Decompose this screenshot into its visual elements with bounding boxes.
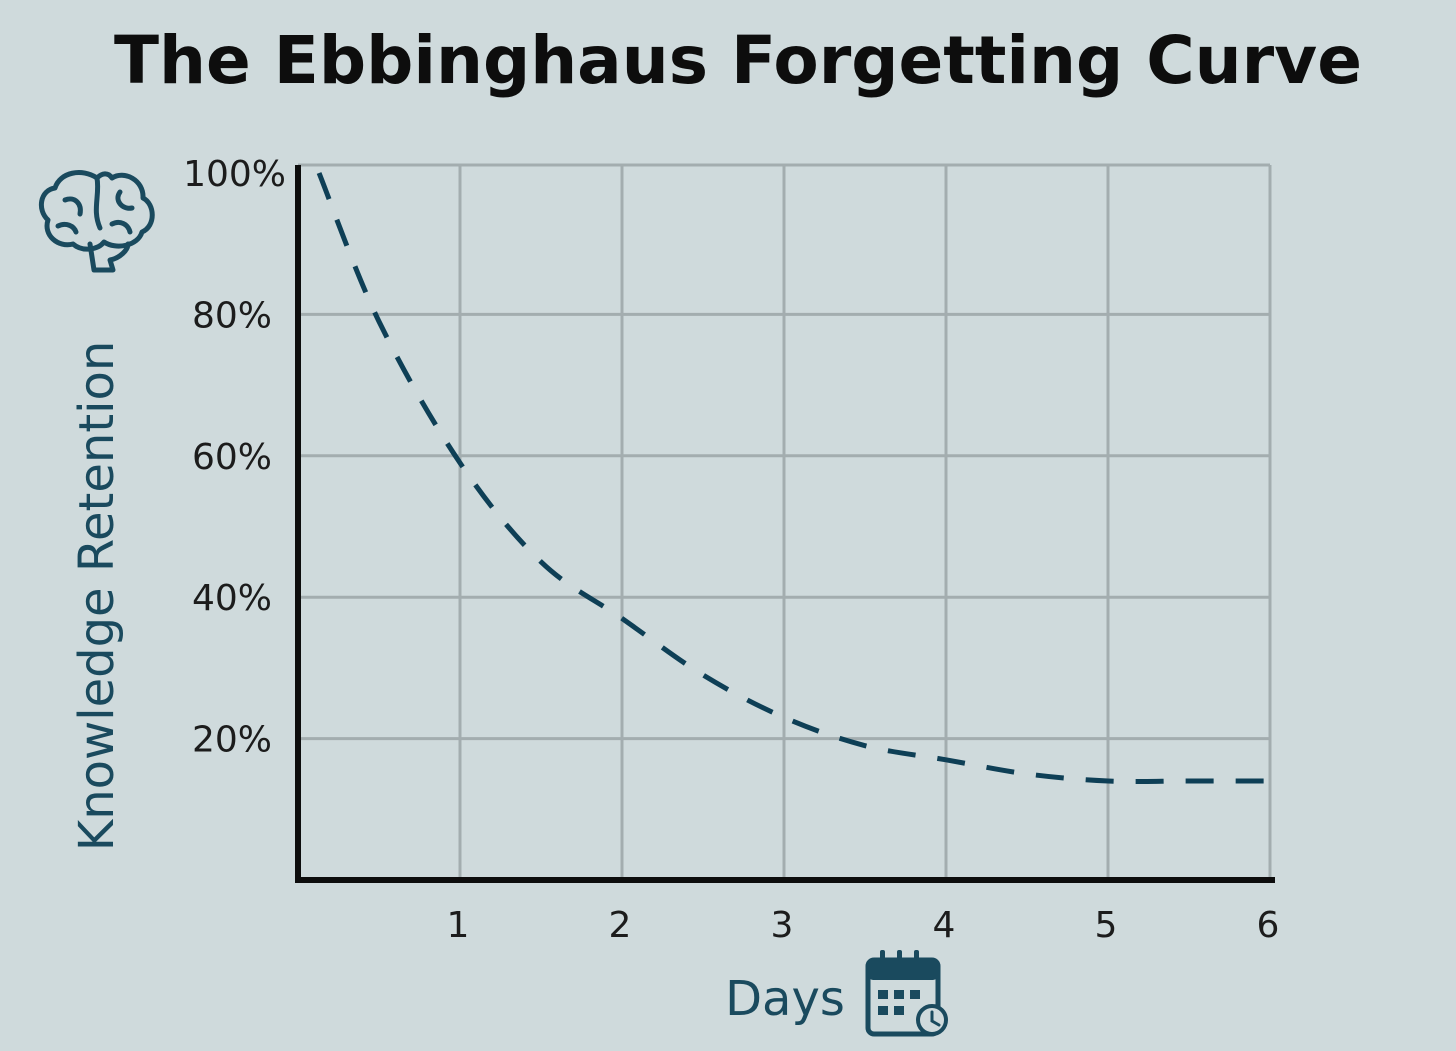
x-tick-label: 1 <box>447 905 470 946</box>
y-tick-label: 40% <box>192 578 272 619</box>
y-tick-labels: 20% 40% 60% 80% 100% <box>183 154 286 761</box>
plot-area <box>316 172 1270 785</box>
chart-title: The Ebbinghaus Forgetting Curve <box>114 22 1362 99</box>
x-axis-title: Days <box>725 971 845 1027</box>
y-axis-title: Knowledge Retention <box>69 341 125 852</box>
y-tick-label: 80% <box>192 295 272 336</box>
brain-icon <box>38 170 155 273</box>
forgetting-curve-line <box>316 172 1270 785</box>
x-tick-label: 3 <box>771 905 794 946</box>
axes <box>295 165 1275 883</box>
calendar-clock-icon <box>865 950 948 1037</box>
y-tick-label: 60% <box>192 437 272 478</box>
y-tick-label: 100% <box>183 154 286 195</box>
x-tick-label: 2 <box>609 905 632 946</box>
grid <box>298 163 1272 880</box>
x-tick-label: 4 <box>933 905 956 946</box>
y-tick-label: 20% <box>192 720 272 761</box>
x-tick-label: 5 <box>1095 905 1118 946</box>
x-tick-label: 6 <box>1257 905 1280 946</box>
x-tick-labels: 1 2 3 4 5 6 <box>447 905 1280 946</box>
